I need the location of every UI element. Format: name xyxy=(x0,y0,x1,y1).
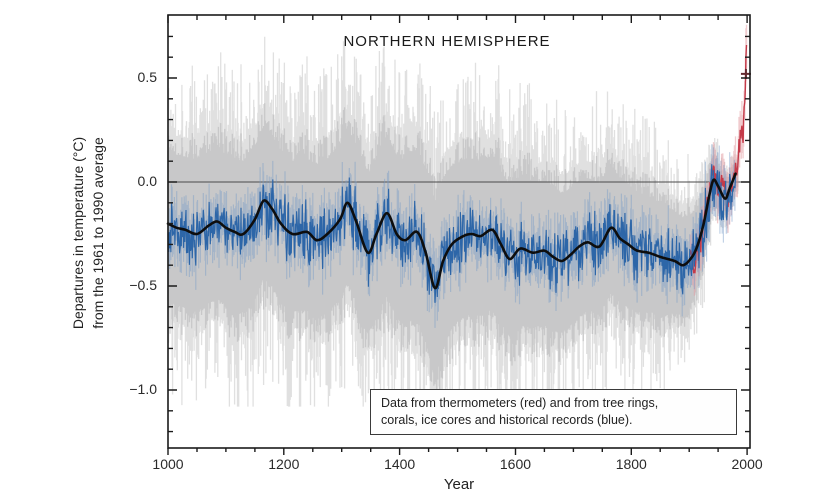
y-axis-label: Departures in temperature (°C) from the … xyxy=(68,83,110,383)
chart-title: NORTHERN HEMISPHERE xyxy=(343,33,551,50)
y-tick-label: −1.0 xyxy=(129,381,157,397)
axes-frame xyxy=(167,14,751,449)
y-tick-label: −0.5 xyxy=(129,277,157,293)
x-tick-label: 1000 xyxy=(152,456,184,472)
x-tick-label: 1400 xyxy=(384,456,416,472)
y-axis-label-line1: Departures in temperature (°C) xyxy=(70,136,86,330)
x-tick-label: 1600 xyxy=(499,456,532,472)
smoothed-black-line xyxy=(166,172,737,290)
annotation-line1: Data from thermometers (red) and from tr… xyxy=(381,396,659,410)
tick-marks xyxy=(167,15,750,455)
x-tick-label: 1800 xyxy=(615,456,647,472)
y-tick-label: 0.0 xyxy=(137,173,157,189)
annotation-line2: corals, ice cores and historical records… xyxy=(381,412,633,427)
x-tick-label: 2000 xyxy=(731,456,763,472)
x-axis-label: Year xyxy=(443,476,475,493)
x-tick-label: 1200 xyxy=(268,456,300,472)
y-axis-label-line2: from the 1961 to 1990 average xyxy=(90,137,106,329)
y-tick-label: 0.5 xyxy=(137,69,157,85)
data-source-annotation-box: Data from thermometers (red) and from tr… xyxy=(370,389,737,435)
